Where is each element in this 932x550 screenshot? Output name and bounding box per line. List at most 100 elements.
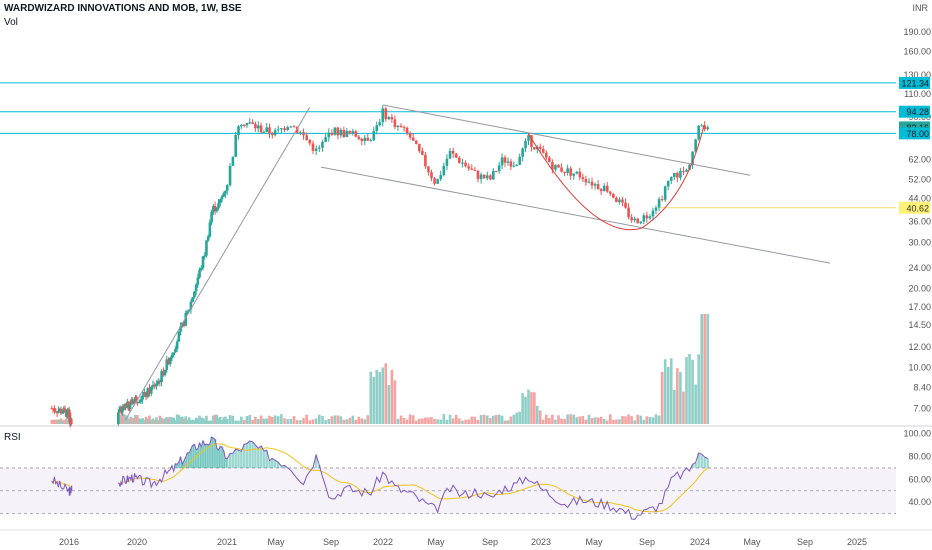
volume-bar — [581, 415, 585, 424]
rsi-label: RSI — [4, 432, 21, 443]
volume-bar — [479, 414, 483, 424]
rsi-pane: 100.00 80.00 60.00 40.00 — [0, 429, 931, 521]
volume-bar — [411, 415, 415, 424]
x-tick-label: Sep — [323, 537, 339, 547]
candle-body — [231, 156, 235, 166]
volume-bar — [669, 358, 673, 424]
volume-bar — [163, 418, 167, 424]
candle-body — [59, 409, 63, 414]
volume-bar — [454, 414, 458, 424]
y-tick-label: 190.00 — [903, 27, 931, 37]
volume-bar — [494, 414, 498, 424]
volume-bar — [545, 414, 548, 424]
volume-bar — [201, 417, 205, 424]
candle-body — [53, 408, 56, 412]
volume-bar — [151, 418, 155, 424]
candle-body — [639, 221, 643, 224]
volume-bar — [168, 416, 172, 424]
trendline-rise — [124, 107, 311, 421]
volume-bar — [685, 357, 688, 424]
volume-bar — [177, 415, 181, 424]
channel-lower — [320, 166, 831, 264]
volume-bar — [64, 418, 68, 424]
candle-body — [381, 108, 385, 123]
price-tag-bg — [899, 127, 930, 140]
volume-bar — [515, 412, 519, 424]
candle-body — [259, 125, 263, 133]
volume-bar — [578, 416, 582, 424]
candle-body — [218, 199, 222, 203]
volume-bar — [548, 417, 551, 424]
volume-bar — [418, 418, 421, 424]
candle-body — [476, 170, 480, 180]
y-tick-label: 8.40 — [913, 383, 931, 393]
candle-body — [276, 129, 280, 131]
candle-body — [596, 184, 600, 189]
candle-body — [148, 388, 151, 394]
volume-bar — [206, 420, 210, 424]
candle-body — [541, 148, 545, 153]
candle-body — [366, 137, 370, 141]
y-tick-label: 20.00 — [908, 284, 931, 294]
volume-bar — [357, 416, 361, 424]
volume-bar — [189, 420, 193, 424]
volume-bar — [248, 414, 252, 424]
volume-bar — [198, 415, 201, 424]
volume-bar — [486, 415, 489, 424]
candle-body — [369, 140, 373, 142]
volume-bar — [242, 420, 246, 424]
volume-bar — [663, 359, 667, 424]
x-tick-label: May — [743, 537, 761, 547]
candle-body — [572, 173, 576, 176]
candle-body — [439, 175, 443, 180]
volume-bar — [222, 417, 225, 424]
y-tick-label: 24.00 — [908, 263, 931, 273]
volume-bar — [390, 369, 394, 424]
candle-body — [454, 153, 458, 158]
rsi-tick-label: 80.00 — [908, 452, 931, 462]
candle-body — [621, 199, 624, 203]
volume-bar — [372, 376, 376, 424]
volume-bar — [473, 416, 477, 424]
candle-body — [336, 127, 340, 136]
candle-body — [121, 406, 125, 412]
candle-body — [165, 359, 169, 370]
volume-bar — [318, 414, 321, 424]
candle-body — [421, 150, 424, 155]
volume-bar — [587, 414, 591, 424]
candle-body — [289, 126, 293, 128]
candle-body — [396, 125, 400, 127]
volume-bar — [563, 418, 566, 424]
candle-body — [489, 175, 492, 180]
volume-bar — [167, 417, 170, 424]
candle-body — [593, 184, 597, 186]
candle-body — [500, 157, 504, 166]
volume-bar — [618, 419, 621, 424]
candle-body — [126, 401, 130, 409]
candle-body — [271, 133, 274, 136]
candle-body — [308, 139, 312, 144]
candle-body — [411, 137, 415, 141]
volume-bar — [224, 416, 227, 424]
candle-body — [348, 130, 352, 134]
volume-bar — [342, 419, 346, 424]
volume-bar — [694, 384, 697, 424]
candle-body — [240, 124, 243, 127]
volume-bar — [57, 419, 60, 424]
volume-bar — [651, 417, 655, 424]
volume-bar — [212, 415, 215, 424]
candle-body — [50, 408, 54, 410]
volume-bar — [324, 420, 327, 424]
candle-body — [427, 166, 430, 173]
x-tick-label: 2021 — [217, 537, 237, 547]
y-tick-label: 62.00 — [908, 155, 931, 165]
volume-bar — [155, 417, 158, 424]
volume-bar — [492, 415, 495, 424]
volume-bar — [691, 359, 694, 424]
volume-bar — [393, 380, 397, 424]
candle-body — [186, 310, 189, 314]
candle-body — [467, 166, 470, 169]
candle-body — [125, 405, 128, 407]
candle-body — [545, 152, 548, 158]
